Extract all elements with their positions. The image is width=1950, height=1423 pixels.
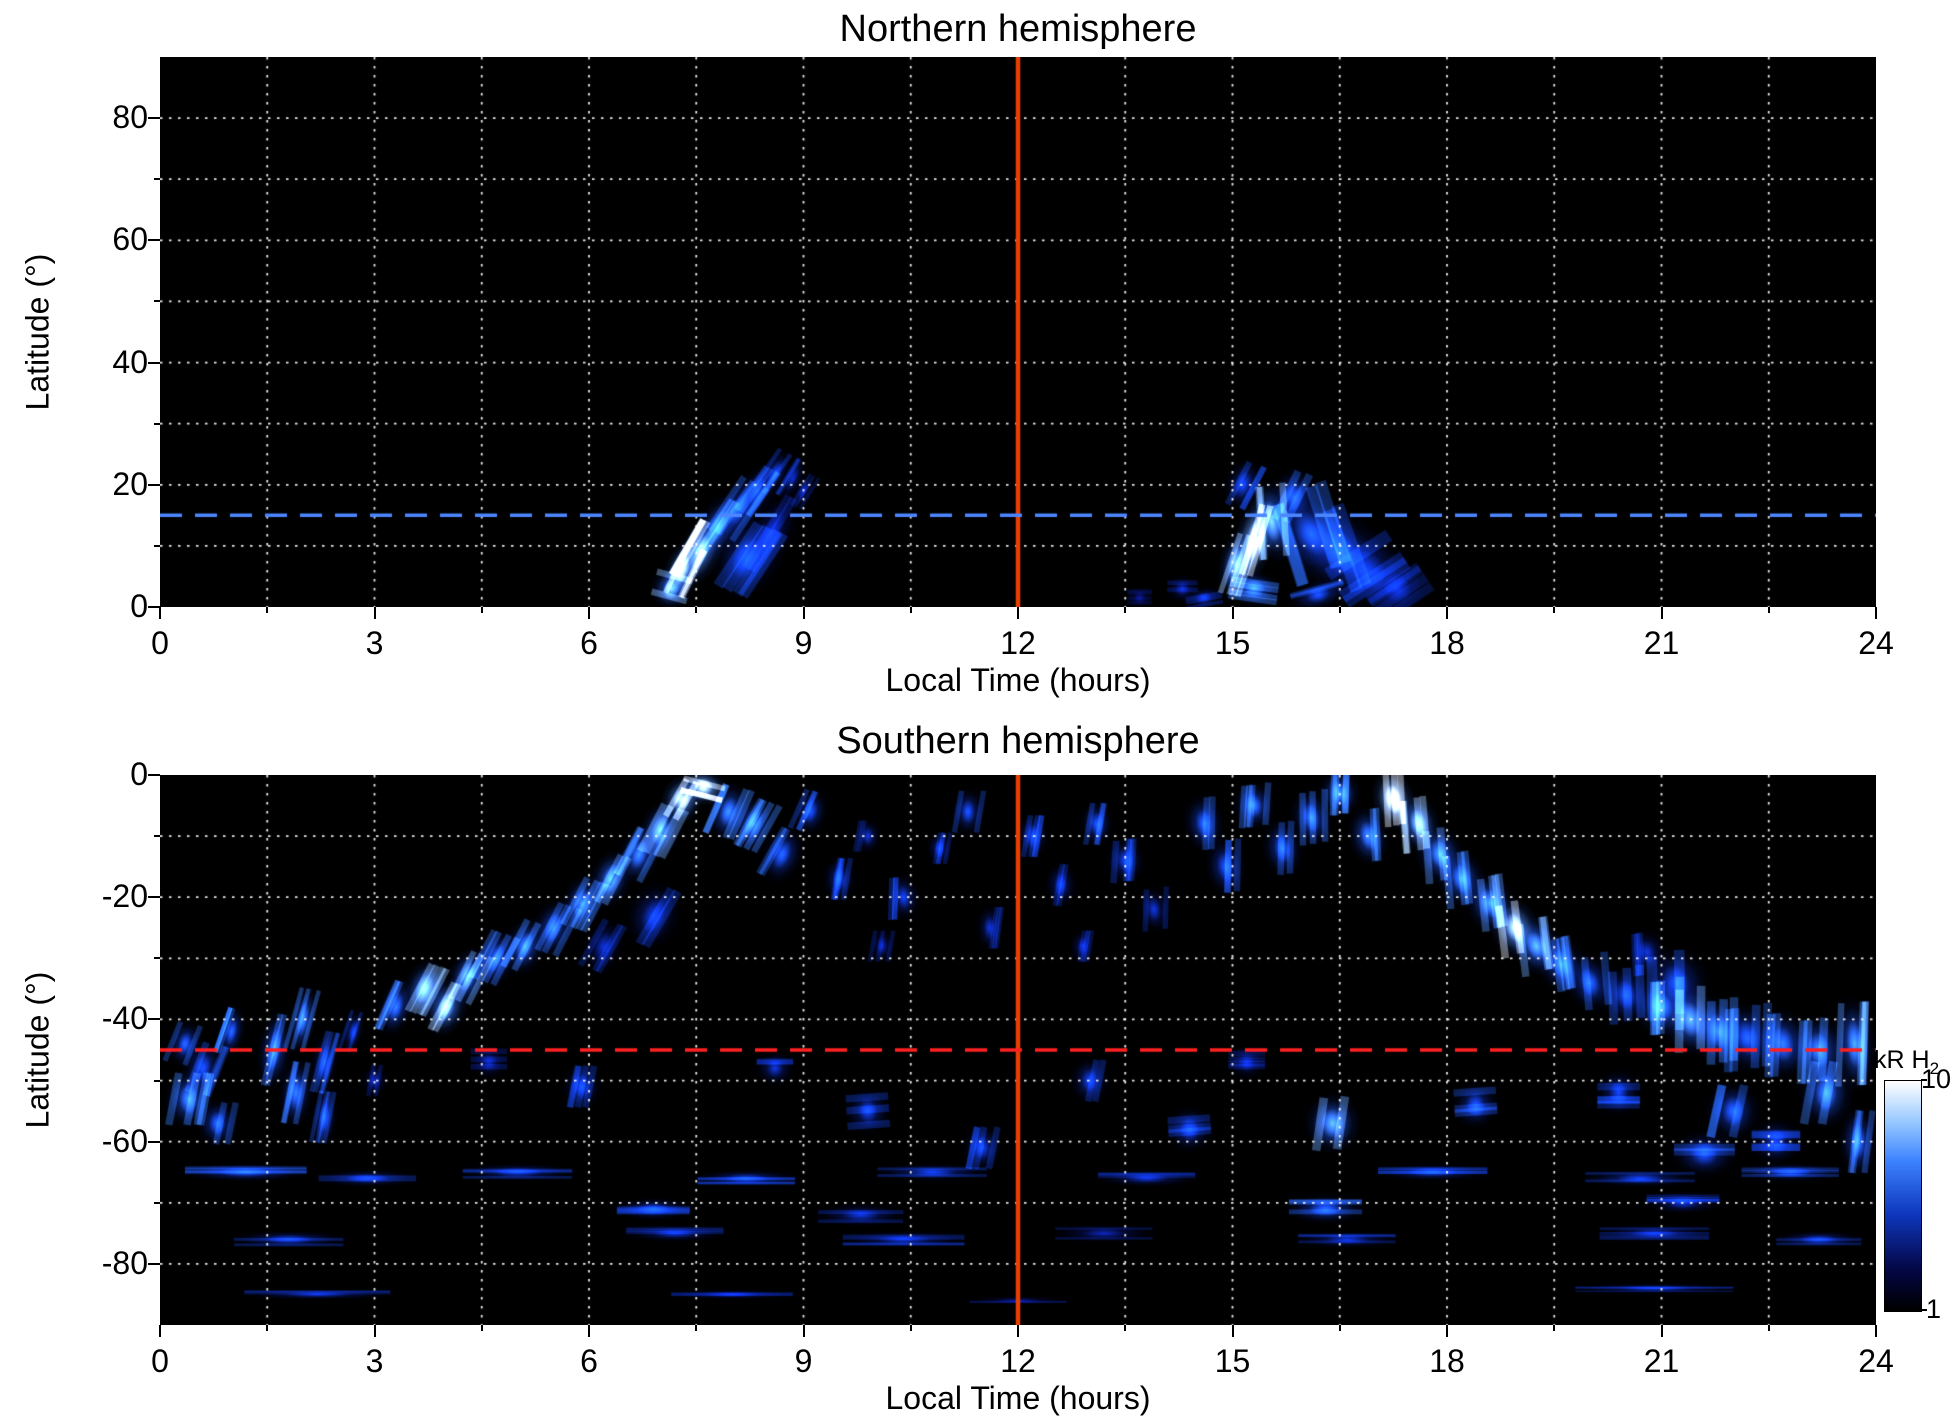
x-tick-label: 24 bbox=[1858, 1343, 1894, 1379]
north-y-axis-label: Latitude (°) bbox=[19, 253, 56, 411]
x-minor-tick bbox=[909, 607, 912, 613]
x-tick-label: 3 bbox=[365, 1343, 384, 1379]
y-major-tick bbox=[148, 117, 160, 120]
x-tick-label: 12 bbox=[1000, 625, 1036, 661]
south-x-axis-label: Local Time (hours) bbox=[885, 1380, 1151, 1416]
x-major-tick bbox=[1875, 1325, 1877, 1337]
south-y-axis-label: Latitude (°) bbox=[19, 971, 56, 1129]
x-tick-label: 15 bbox=[1214, 625, 1251, 661]
y-tick-label: 80 bbox=[112, 99, 148, 136]
x-tick-label: 12 bbox=[1000, 1343, 1036, 1379]
north-hemisphere-heatmap bbox=[160, 57, 1876, 607]
y-major-tick bbox=[148, 1140, 160, 1143]
y-minor-tick bbox=[154, 422, 160, 425]
y-minor-tick bbox=[154, 300, 160, 303]
y-tick-label: 0 bbox=[130, 756, 148, 792]
x-tick-label: 0 bbox=[151, 1343, 169, 1379]
x-tick-label: 6 bbox=[580, 625, 598, 661]
colorbar-gradient bbox=[1884, 1080, 1922, 1312]
y-major-tick bbox=[148, 483, 160, 486]
x-tick-label: 18 bbox=[1429, 1343, 1465, 1379]
x-major-tick bbox=[588, 607, 590, 619]
x-major-tick bbox=[159, 1325, 161, 1337]
x-major-tick bbox=[1017, 607, 1019, 619]
x-tick-label: 21 bbox=[1643, 1343, 1680, 1379]
x-major-tick bbox=[1017, 1325, 1019, 1337]
x-major-tick bbox=[1660, 1325, 1663, 1337]
x-tick-label: 24 bbox=[1858, 625, 1894, 661]
x-tick-label: 9 bbox=[794, 625, 813, 661]
y-minor-tick bbox=[154, 1201, 160, 1204]
x-tick-label: 0 bbox=[151, 625, 169, 661]
y-tick-label: -40 bbox=[101, 1000, 148, 1037]
x-minor-tick bbox=[266, 1325, 269, 1331]
north-x-axis-label: Local Time (hours) bbox=[885, 662, 1151, 698]
y-major-tick bbox=[148, 896, 160, 899]
x-minor-tick bbox=[909, 1325, 912, 1331]
x-major-tick bbox=[1231, 1325, 1234, 1337]
x-major-tick bbox=[1446, 1325, 1448, 1337]
south-hemisphere-heatmap bbox=[160, 775, 1876, 1325]
y-major-tick bbox=[148, 1018, 160, 1021]
x-tick-label: 6 bbox=[580, 1343, 598, 1379]
y-major-tick bbox=[148, 361, 160, 364]
x-tick-label: 18 bbox=[1429, 625, 1465, 661]
y-major-tick bbox=[148, 774, 160, 776]
y-tick-label: 20 bbox=[112, 465, 148, 502]
y-tick-label: 0 bbox=[130, 588, 148, 624]
y-minor-tick bbox=[154, 544, 160, 547]
x-major-tick bbox=[373, 607, 376, 619]
x-minor-tick bbox=[1338, 607, 1341, 613]
y-major-tick bbox=[148, 239, 160, 242]
x-major-tick bbox=[373, 1325, 376, 1337]
y-major-tick bbox=[148, 1262, 160, 1265]
x-major-tick bbox=[1231, 607, 1234, 619]
x-major-tick bbox=[802, 1325, 805, 1337]
x-major-tick bbox=[159, 607, 161, 619]
x-tick-label: 3 bbox=[365, 625, 384, 661]
x-major-tick bbox=[802, 607, 805, 619]
x-major-tick bbox=[1446, 607, 1448, 619]
x-major-tick bbox=[1660, 607, 1663, 619]
y-major-tick bbox=[148, 606, 160, 608]
y-minor-tick bbox=[154, 178, 160, 181]
x-tick-label: 21 bbox=[1643, 625, 1680, 661]
x-minor-tick bbox=[695, 1325, 698, 1331]
colorbar-label-text: kR H bbox=[1874, 1046, 1930, 1074]
y-tick-label: -20 bbox=[101, 878, 148, 915]
colorbar-label: kR H2 bbox=[1874, 1046, 1939, 1079]
x-minor-tick bbox=[1767, 1325, 1770, 1331]
y-tick-label: 40 bbox=[112, 343, 148, 380]
y-tick-label: 60 bbox=[112, 221, 148, 258]
x-minor-tick bbox=[480, 607, 483, 613]
x-minor-tick bbox=[1338, 1325, 1341, 1331]
x-minor-tick bbox=[1124, 607, 1127, 613]
x-minor-tick bbox=[1767, 607, 1770, 613]
y-minor-tick bbox=[154, 957, 160, 960]
x-minor-tick bbox=[1553, 1325, 1556, 1331]
y-tick-label: -60 bbox=[101, 1122, 148, 1159]
x-minor-tick bbox=[1124, 1325, 1127, 1331]
x-major-tick bbox=[1875, 607, 1877, 619]
colorbar-tick-mark-min bbox=[1921, 1309, 1927, 1311]
south-panel-title: Southern hemisphere bbox=[836, 720, 1200, 762]
y-tick-label: -80 bbox=[101, 1244, 148, 1281]
north-panel-title: Northern hemisphere bbox=[839, 8, 1197, 50]
x-major-tick bbox=[588, 1325, 590, 1337]
x-tick-label: 15 bbox=[1214, 1343, 1251, 1379]
colorbar-tick-mark-max bbox=[1921, 1079, 1927, 1081]
colorbar-tick-min: 1 bbox=[1926, 1294, 1942, 1324]
x-minor-tick bbox=[695, 607, 698, 613]
x-minor-tick bbox=[266, 607, 269, 613]
colorbar-label-subscript: 2 bbox=[1929, 1059, 1940, 1078]
x-minor-tick bbox=[480, 1325, 483, 1331]
y-minor-tick bbox=[154, 1079, 160, 1082]
x-minor-tick bbox=[1553, 607, 1556, 613]
x-tick-label: 9 bbox=[794, 1343, 813, 1379]
y-minor-tick bbox=[154, 835, 160, 838]
